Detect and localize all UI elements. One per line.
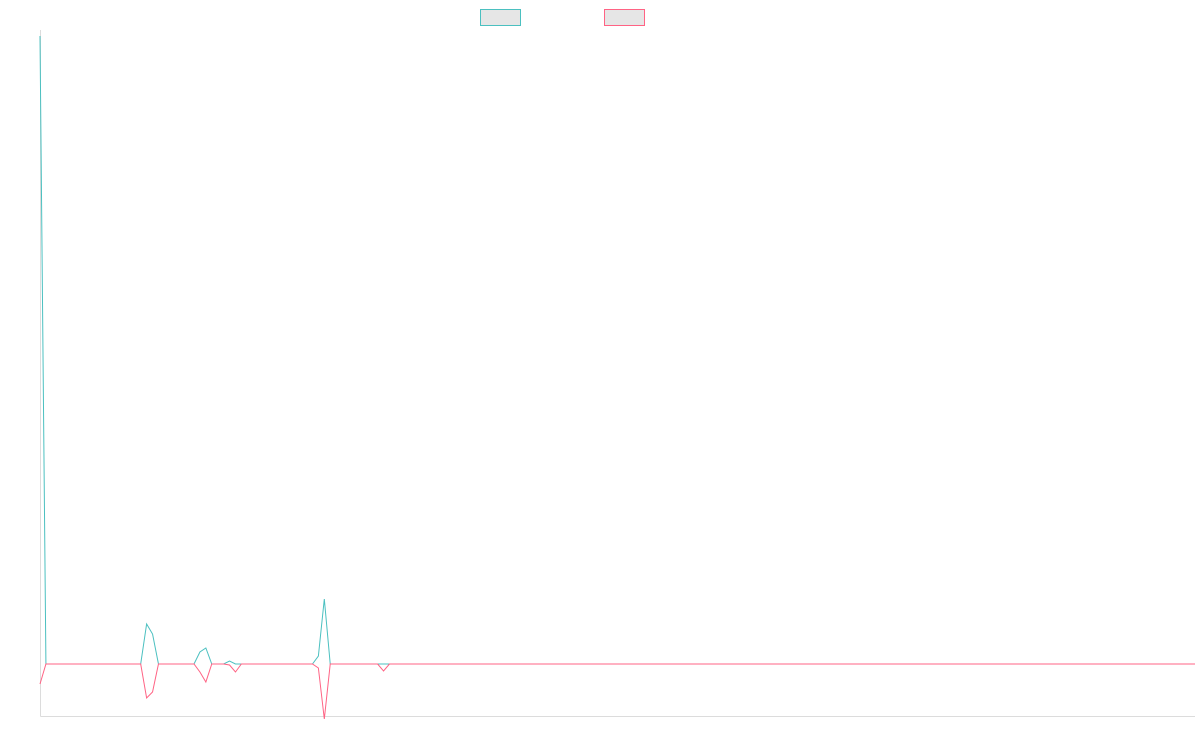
- plot-area: [39, 35, 1195, 720]
- series-2-line: [39, 663, 1195, 720]
- chart-legend: [480, 9, 645, 26]
- legend-swatch-series-1[interactable]: [480, 9, 521, 26]
- series-1-line: [39, 35, 1195, 665]
- legend-swatch-series-2[interactable]: [604, 9, 645, 26]
- chart-axes: [40, 30, 1195, 717]
